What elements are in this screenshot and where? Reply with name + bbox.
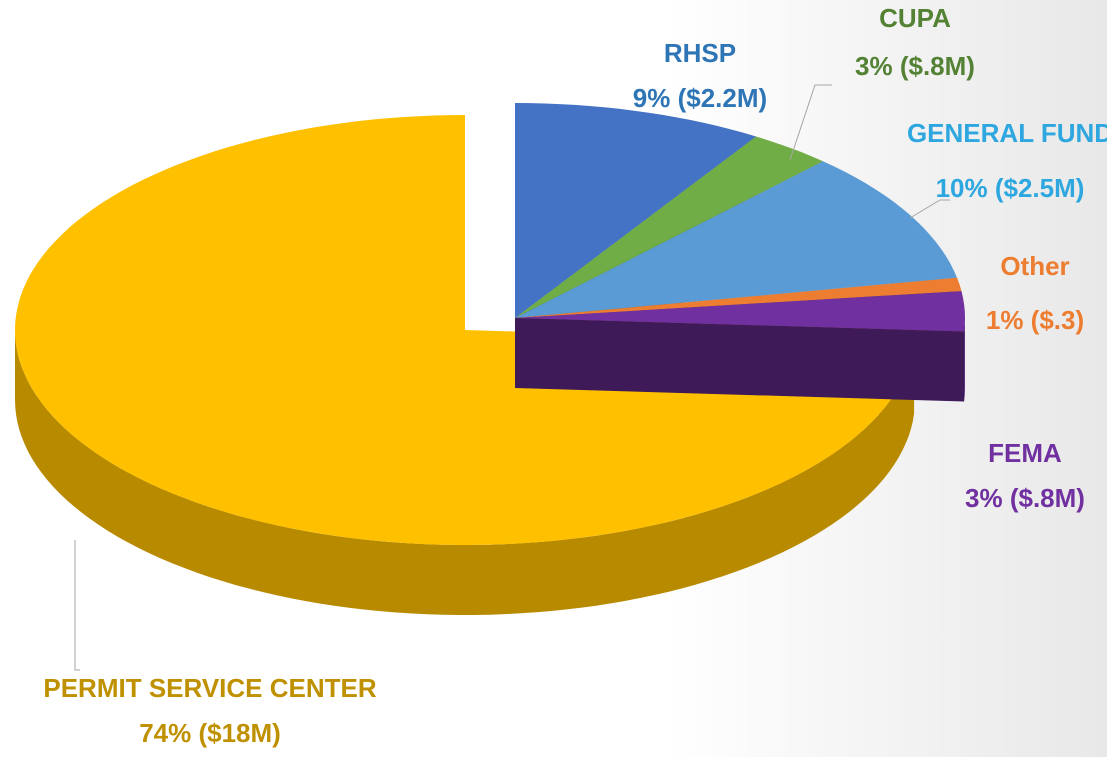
leader-line: [789, 84, 832, 161]
slice: [515, 277, 962, 318]
value-label: 3% ($.8M): [855, 51, 975, 81]
slice: [515, 103, 757, 318]
slice-label: Other: [1000, 251, 1069, 281]
value-label: 10% ($2.5M): [936, 173, 1085, 203]
value-label: 74% ($18M): [139, 718, 281, 748]
slice: [15, 115, 915, 545]
slice-cut: [515, 318, 965, 402]
slice: [515, 291, 965, 332]
slice-label: FEMA: [988, 438, 1062, 468]
slice-side: [15, 330, 915, 615]
slice: [515, 136, 823, 318]
slice-label: RHSP: [664, 38, 736, 68]
slice-side: [964, 318, 965, 402]
value-label: 9% ($2.2M): [633, 83, 767, 113]
slice-label: PERMIT SERVICE CENTER: [43, 673, 376, 703]
slice-label: GENERAL FUND: [907, 118, 1107, 148]
value-label: 1% ($.3): [986, 305, 1084, 335]
leader-line: [909, 199, 950, 219]
leader-line: [74, 540, 80, 671]
slice-label: CUPA: [879, 3, 951, 33]
slice: [515, 161, 957, 318]
value-label: 3% ($.8M): [965, 483, 1085, 513]
